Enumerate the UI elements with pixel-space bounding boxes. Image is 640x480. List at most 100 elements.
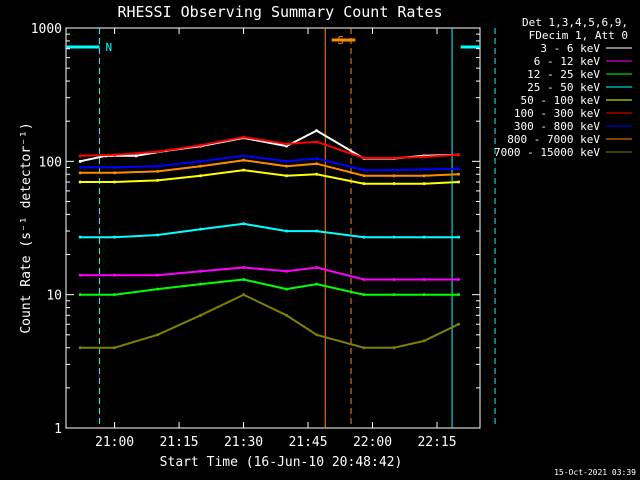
legend-label: 3 - 6 keV [540,42,600,55]
legend-header: FDecim 1, Att 0 [529,29,628,42]
data-point [78,293,82,297]
data-point [113,180,117,184]
data-point [242,168,246,172]
data-point [242,293,246,297]
axes-layer: 21:00 21:15 21:30 21:45 22:00 22:15 1 10 100 1000 [31,22,480,450]
legend: Det 1,3,4,5,6,9,FDecim 1, Att 03 - 6 keV… [494,16,632,159]
data-point [199,143,203,147]
data-point [422,182,426,186]
data-point [285,144,289,148]
y-tick-label: 1 [54,422,62,437]
plot-frame [65,27,481,429]
data-point [315,229,319,233]
data-point [457,167,461,171]
y-tick-label: 1000 [31,22,62,37]
data-point [113,346,117,350]
data-point [315,140,319,144]
data-point [315,333,319,337]
data-point [242,265,246,269]
data-point [315,282,319,286]
data-point [392,235,396,239]
data-point [285,164,289,168]
data-point [315,162,319,166]
data-point [422,339,426,343]
data-point [457,153,461,157]
data-point [156,233,160,237]
data-point [285,269,289,273]
data-point [422,277,426,281]
data-point [156,178,160,182]
data-point [362,346,366,350]
data-point [422,235,426,239]
data-point [457,322,461,326]
data-point [156,333,160,337]
series-line [80,266,459,281]
chart-title: RHESSI Observing Summary Count Rates [117,3,442,21]
legend-header: Det 1,3,4,5,6,9, [522,16,628,29]
legend-label: 7000 - 15000 keV [494,146,600,159]
data-point [242,277,246,281]
data-point [392,174,396,178]
data-point [156,150,160,154]
data-point [285,313,289,317]
data-point [362,293,366,297]
data-point [422,155,426,159]
vline-layer [99,28,496,428]
data-point [113,153,117,157]
data-point [422,174,426,178]
data-point [156,287,160,291]
data-point [199,159,203,163]
data-point [362,174,366,178]
data-point [113,165,117,169]
data-point [78,154,82,158]
data-point [78,346,82,350]
data-point [457,293,461,297]
data-point [285,229,289,233]
flag-label: S [337,34,344,47]
y-tick-label: 10 [46,289,62,304]
data-point [78,171,82,175]
x-tick-label: 21:15 [159,435,198,450]
x-tick-label: 21:30 [224,435,263,450]
data-point [362,235,366,239]
data-point [242,222,246,226]
legend-label: 6 - 12 keV [534,55,601,68]
data-point [392,156,396,160]
data-point [315,265,319,269]
data-point [113,273,117,277]
data-point [285,287,289,291]
data-point [242,158,246,162]
data-point [199,174,203,178]
series-line [80,278,459,296]
data-point [199,269,203,273]
data-point [134,154,138,158]
y-tick-label: 100 [39,155,62,170]
data-point [199,282,203,286]
data-point [457,180,461,184]
data-point [362,277,366,281]
x-tick-label: 22:00 [353,435,392,450]
legend-label: 50 - 100 keV [521,94,601,107]
data-point [457,172,461,176]
legend-label: 25 - 50 keV [527,81,600,94]
data-point [285,159,289,163]
data-point [78,235,82,239]
legend-label: 12 - 25 keV [527,68,600,81]
data-point [457,235,461,239]
data-point [113,171,117,175]
data-point [392,293,396,297]
data-point [78,180,82,184]
x-tick-label: 21:45 [288,435,327,450]
data-point [199,227,203,231]
legend-label: 300 - 800 keV [514,120,600,133]
data-point [156,169,160,173]
series-layer [78,129,461,350]
data-point [78,159,82,163]
legend-label: 100 - 300 keV [514,107,600,120]
data-point [242,154,246,158]
footer-date: 15-Oct-2021 03:39 [554,468,636,477]
data-point [78,273,82,277]
data-point [457,277,461,281]
flag-label: N [106,41,113,54]
